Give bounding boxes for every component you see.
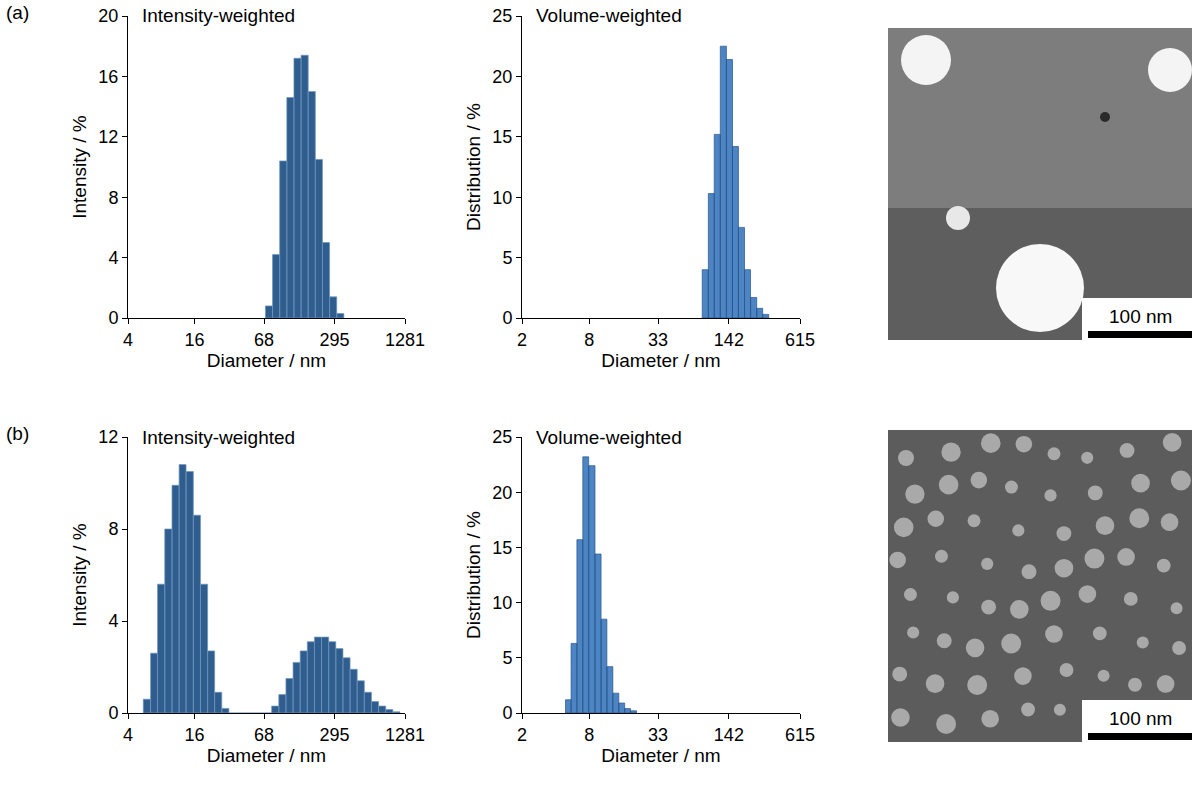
svg-text:1281: 1281 [385,330,425,350]
svg-text:295: 295 [319,725,349,745]
svg-text:0: 0 [502,308,512,328]
svg-text:0: 0 [502,703,512,723]
svg-text:0: 0 [108,703,118,723]
svg-text:20: 20 [98,6,118,26]
svg-text:Intensity / %: Intensity / % [69,115,90,219]
svg-text:25: 25 [492,6,512,26]
svg-text:16: 16 [185,725,205,745]
svg-text:Intensity-weighted: Intensity-weighted [142,427,295,448]
svg-text:20: 20 [492,483,512,503]
svg-text:Diameter / nm: Diameter / nm [601,350,720,371]
svg-text:Distribution / %: Distribution / % [463,103,484,231]
svg-text:68: 68 [254,725,274,745]
svg-text:8: 8 [584,725,594,745]
svg-text:Intensity / %: Intensity / % [69,523,90,627]
svg-text:4: 4 [108,248,118,268]
svg-text:5: 5 [502,248,512,268]
svg-text:Diameter / nm: Diameter / nm [207,350,326,371]
svg-text:4: 4 [123,725,133,745]
svg-text:Diameter / nm: Diameter / nm [207,745,326,766]
svg-text:4: 4 [123,330,133,350]
svg-text:68: 68 [254,330,274,350]
svg-text:33: 33 [648,725,668,745]
svg-text:4: 4 [108,611,118,631]
svg-text:8: 8 [108,519,118,539]
svg-text:16: 16 [98,67,118,87]
svg-text:0: 0 [108,308,118,328]
svg-text:8: 8 [108,188,118,208]
svg-text:Volume-weighted: Volume-weighted [536,427,682,448]
svg-text:16: 16 [185,330,205,350]
svg-text:15: 15 [492,538,512,558]
svg-text:295: 295 [319,330,349,350]
svg-text:Intensity-weighted: Intensity-weighted [142,5,295,26]
svg-text:25: 25 [492,427,512,447]
svg-text:8: 8 [584,330,594,350]
svg-text:10: 10 [492,188,512,208]
svg-text:142: 142 [714,330,744,350]
svg-text:20: 20 [492,67,512,87]
svg-text:Distribution / %: Distribution / % [463,511,484,639]
svg-text:12: 12 [98,427,118,447]
svg-text:33: 33 [648,330,668,350]
svg-text:615: 615 [785,725,815,745]
svg-text:2: 2 [517,330,527,350]
svg-text:15: 15 [492,127,512,147]
svg-text:100 nm: 100 nm [1109,708,1172,729]
svg-text:2: 2 [517,725,527,745]
svg-text:(b): (b) [6,423,29,444]
svg-text:10: 10 [492,593,512,613]
svg-text:100 nm: 100 nm [1109,306,1172,327]
svg-text:(a): (a) [6,2,29,23]
svg-text:142: 142 [714,725,744,745]
svg-text:5: 5 [502,648,512,668]
svg-text:Volume-weighted: Volume-weighted [536,5,682,26]
svg-text:1281: 1281 [385,725,425,745]
svg-text:12: 12 [98,127,118,147]
svg-text:Diameter / nm: Diameter / nm [601,745,720,766]
svg-text:615: 615 [785,330,815,350]
